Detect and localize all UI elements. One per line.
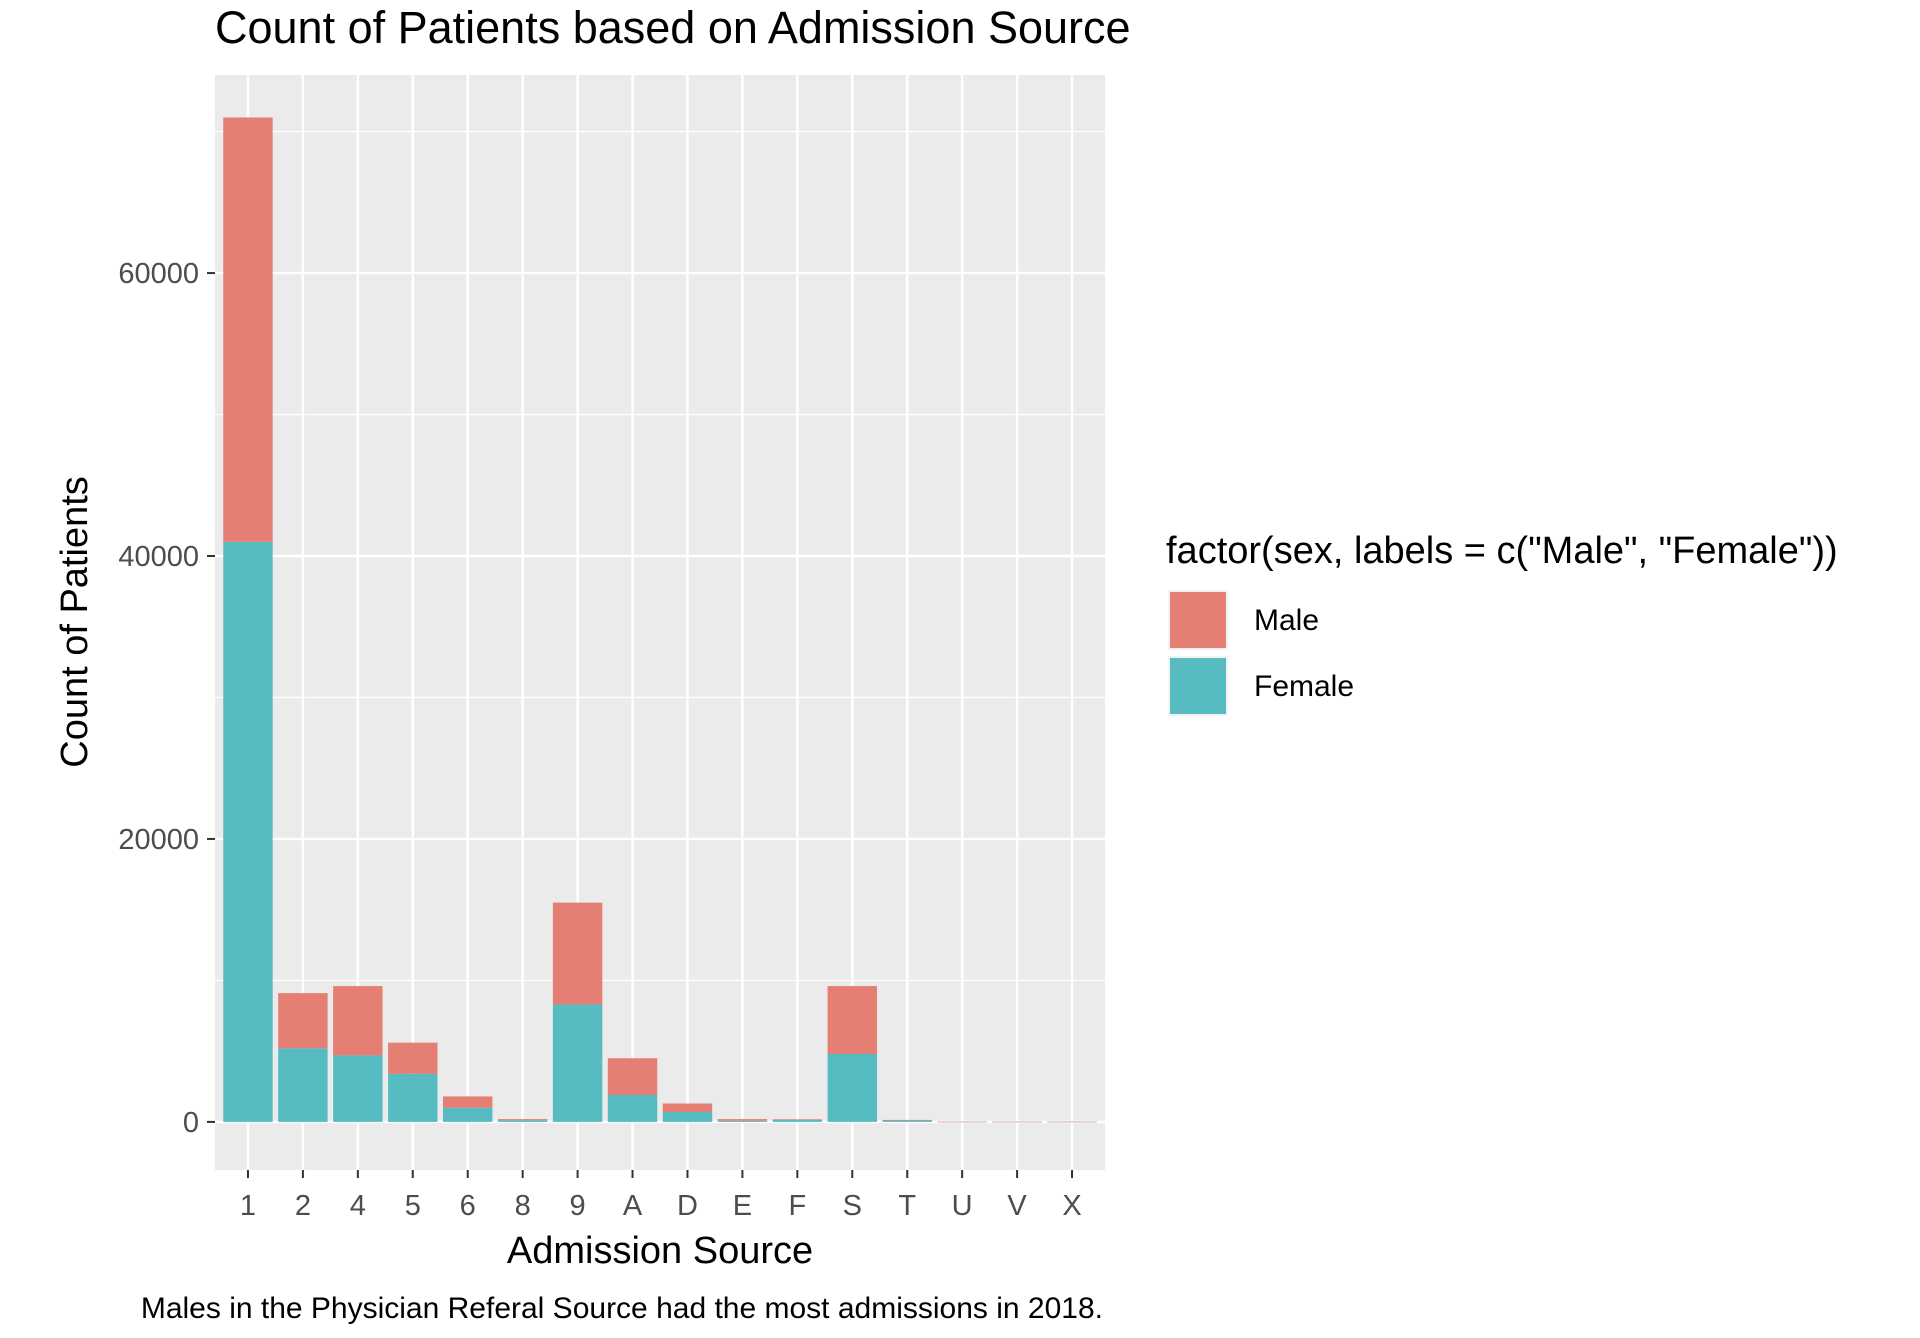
x-tick-label: 6 (460, 1190, 476, 1222)
bar-male-4 (333, 986, 383, 1056)
x-tick-label: 2 (295, 1190, 311, 1222)
bar-female-9 (552, 1004, 603, 1122)
bar-male-5 (388, 1042, 438, 1074)
bar-male-T (882, 1119, 932, 1121)
x-tick-label: F (788, 1190, 806, 1222)
bar-male-U (937, 1121, 987, 1123)
bar-female-E (717, 1120, 768, 1122)
bar-male-D (662, 1103, 713, 1112)
chart-caption: Males in the Physician Referal Source ha… (141, 1292, 1103, 1325)
bar-male-V (992, 1121, 1042, 1123)
legend-label-female: Female (1254, 670, 1354, 703)
legend-title: factor(sex, labels = c("Male", "Female")… (1166, 530, 1838, 572)
x-tick-label: T (898, 1190, 916, 1222)
x-tick-label: 8 (515, 1190, 531, 1222)
legend-swatch-female (1170, 658, 1226, 714)
legend-items: Male Female (1168, 590, 1354, 716)
bar-male-1 (223, 117, 273, 542)
x-tick-label: S (843, 1190, 862, 1222)
y-tick-label: 40000 (118, 541, 199, 573)
bar-male-E (717, 1119, 768, 1121)
bar-female-A (607, 1095, 658, 1122)
x-tick-label: V (1007, 1190, 1027, 1222)
x-tick-label: E (733, 1190, 752, 1222)
bar-female-2 (278, 1048, 328, 1122)
y-tick-label: 20000 (118, 824, 199, 856)
legend-label-male: Male (1254, 604, 1319, 637)
bar-female-5 (388, 1073, 438, 1122)
y-axis: 0 20000 40000 60000 (118, 258, 215, 1139)
bar-female-8 (497, 1120, 548, 1122)
bar-female-6 (442, 1107, 493, 1122)
minor-gridlines (215, 130, 1105, 982)
x-tick-label: D (677, 1190, 698, 1222)
legend-swatch-male (1170, 592, 1226, 648)
bar-male-9 (552, 902, 603, 1005)
bar-female-S (827, 1053, 878, 1122)
x-axis: 1 2 4 5 6 8 9 A D E F S T U V X (240, 1170, 1082, 1222)
y-tick-label: 60000 (118, 258, 199, 290)
y-tick-label: 0 (183, 1107, 199, 1139)
x-axis-title: Admission Source (507, 1230, 813, 1272)
bar-female-4 (333, 1055, 383, 1122)
bar-female-F (772, 1119, 823, 1122)
x-tick-label: X (1062, 1190, 1081, 1222)
x-tick-label: 4 (350, 1190, 366, 1222)
bar-male-A (607, 1058, 658, 1096)
bar-male-6 (442, 1096, 493, 1108)
bars-layer (223, 117, 1097, 1123)
x-tick-label: A (623, 1190, 643, 1222)
bar-male-X (1047, 1121, 1097, 1123)
chart-title: Count of Patients based on Admission Sou… (215, 2, 1131, 53)
bar-male-8 (497, 1119, 548, 1121)
x-tick-label: U (952, 1190, 973, 1222)
legend: factor(sex, labels = c("Male", "Female")… (1166, 530, 1838, 716)
bar-male-S (827, 986, 878, 1054)
x-tick-label: 5 (405, 1190, 421, 1222)
bar-female-T (882, 1120, 932, 1122)
x-tick-label: 9 (570, 1190, 586, 1222)
x-tick-label: 1 (240, 1190, 256, 1222)
bar-male-F (772, 1119, 823, 1120)
y-axis-title: Count of Patients (54, 476, 96, 768)
bar-female-D (662, 1111, 713, 1122)
bar-female-1 (223, 541, 273, 1122)
bar-male-2 (278, 993, 328, 1049)
